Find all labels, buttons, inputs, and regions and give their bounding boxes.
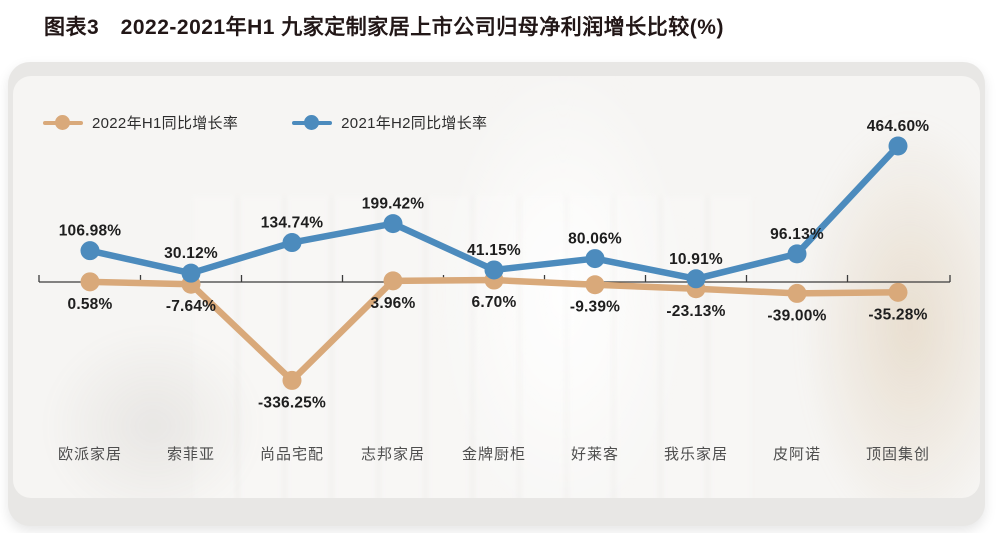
line-marker-icon — [292, 115, 333, 131]
data-label: -39.00% — [767, 307, 826, 324]
data-label: 3.96% — [371, 295, 416, 312]
data-label: -336.25% — [258, 394, 326, 411]
background-photo-shadow — [43, 326, 263, 498]
chart-title: 图表3 2022-2021年H1 九家定制家居上市公司归母净利润增长比较(%) — [44, 16, 724, 39]
legend-item-2021-h2: 2021年H2同比增长率 — [292, 112, 487, 133]
category-label: 金牌厨柜 — [462, 446, 526, 463]
category-label: 志邦家居 — [361, 446, 425, 463]
category-label: 尚品宅配 — [260, 446, 324, 463]
data-label: 199.42% — [362, 196, 425, 213]
category-label: 我乐家居 — [664, 446, 728, 463]
data-label: -35.28% — [868, 306, 927, 323]
data-label: 80.06% — [568, 231, 622, 248]
data-label: -7.64% — [166, 298, 216, 315]
data-label: 6.70% — [472, 294, 517, 311]
data-label: 106.98% — [59, 223, 122, 240]
legend-label: 2021年H2同比增长率 — [341, 115, 488, 132]
category-label: 索菲亚 — [167, 446, 215, 463]
data-label: 41.15% — [467, 242, 521, 259]
data-label: 10.91% — [669, 251, 723, 268]
background-photo-wood-tint — [800, 116, 980, 498]
data-label: 464.60% — [867, 118, 930, 135]
category-label: 皮阿诺 — [773, 446, 821, 463]
data-label: 0.58% — [68, 296, 113, 313]
legend: 2022年H1同比增长率 2021年H2同比增长率 — [43, 112, 487, 133]
category-label: 顶固集创 — [866, 446, 930, 463]
line-marker-icon — [43, 115, 83, 131]
data-label: 30.12% — [164, 245, 218, 262]
data-label: -23.13% — [666, 303, 725, 320]
legend-label: 2022年H1同比增长率 — [92, 115, 239, 132]
line-chart: 欧派家居 索菲亚 尚品宅配 志邦家居 金牌厨柜 好莱客 我乐家居 皮阿诺 顶固集创 0.58% -7… — [38, 118, 951, 463]
data-label: 134.74% — [261, 215, 324, 232]
category-label: 好莱客 — [571, 446, 619, 463]
category-label: 欧派家居 — [58, 446, 122, 463]
data-label: 96.13% — [770, 226, 824, 243]
legend-item-2022-h1: 2022年H1同比增长率 — [43, 112, 238, 133]
data-label: -9.39% — [570, 299, 620, 316]
